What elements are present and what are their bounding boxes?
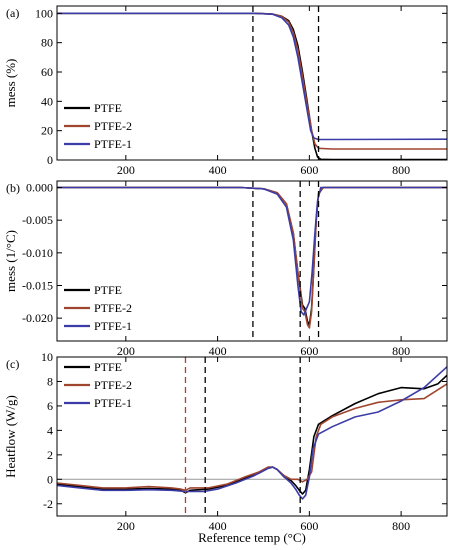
legend-label-ptfe-1: PTFE-1 — [94, 137, 132, 151]
x-tick-label: 600 — [300, 344, 318, 358]
y-tick-label: 60 — [41, 65, 53, 79]
y-tick-label: 10 — [41, 350, 53, 364]
plot-frame — [56, 5, 448, 161]
x-tick-label: 400 — [209, 519, 227, 533]
y-tick-label: -2 — [43, 497, 53, 511]
series-line-ptfe-1 — [57, 186, 447, 316]
x-tick-label: 200 — [117, 163, 135, 177]
panel-label: (a) — [6, 6, 19, 20]
y-tick-label: 8 — [47, 374, 53, 388]
x-tick-label: 200 — [117, 344, 135, 358]
legend-label-ptfe-2: PTFE-2 — [94, 378, 132, 392]
y-tick-label: 80 — [41, 36, 53, 50]
y-axis-title: Heatflow (W/g) — [3, 395, 18, 478]
panel-b: 200 400 600 800 0.000 -0.005 -0.010 -0.015 -0.02… — [3, 180, 448, 358]
y-tick-label: 100 — [35, 6, 53, 20]
legend-label-ptfe: PTFE — [94, 101, 122, 115]
y-tick-label: -0.005 — [22, 213, 53, 227]
x-tick-label: 800 — [392, 163, 410, 177]
x-tick-label: 200 — [117, 519, 135, 533]
series-line-ptfe-1 — [57, 12, 447, 141]
y-axis-title: mess (%) — [3, 59, 18, 108]
panel-label: (c) — [6, 357, 19, 371]
y-tick-label: -0.015 — [22, 278, 53, 292]
series-line-ptfe-1 — [57, 366, 447, 500]
legend-label-ptfe-2: PTFE-2 — [94, 119, 132, 133]
legend-label-ptfe-2: PTFE-2 — [94, 301, 132, 315]
x-tick-label: 600 — [300, 519, 318, 533]
y-axis-title: mess (1/°C) — [3, 230, 18, 292]
y-tick-label: 0.000 — [26, 181, 53, 195]
panel-c: 200 400 600 800 -2 0 2 4 6 8 10 Heatflow (W/g) (c) PT… — [3, 350, 448, 533]
panel-a: 200 400 600 800 0 20 40 60 80 100 mess (%) (a) PTFE P… — [3, 5, 448, 177]
y-tick-label: 20 — [41, 124, 53, 138]
y-tick-label: 6 — [47, 399, 53, 413]
y-tick-label: 40 — [41, 94, 53, 108]
plot-frame — [56, 356, 448, 517]
y-tick-label: 0 — [47, 153, 53, 167]
legend-label-ptfe-1: PTFE-1 — [94, 396, 132, 410]
plot-frame — [56, 180, 448, 342]
y-tick-label: 4 — [47, 423, 53, 437]
y-tick-label: 0 — [47, 472, 53, 486]
y-tick-label: -0.010 — [22, 246, 53, 260]
x-tick-label: 400 — [209, 163, 227, 177]
x-tick-label: 800 — [392, 344, 410, 358]
panel-label: (b) — [6, 181, 20, 195]
x-tick-label: 600 — [300, 163, 318, 177]
y-tick-label: 2 — [47, 448, 53, 462]
x-tick-label: 400 — [209, 344, 227, 358]
legend-label-ptfe: PTFE — [94, 283, 122, 297]
legend-label-ptfe: PTFE — [94, 360, 122, 374]
x-axis-title: Reference temp (°C) — [198, 530, 306, 545]
legend-label-ptfe-1: PTFE-1 — [94, 319, 132, 333]
x-tick-label: 800 — [392, 519, 410, 533]
y-tick-label: -0.020 — [22, 311, 53, 325]
